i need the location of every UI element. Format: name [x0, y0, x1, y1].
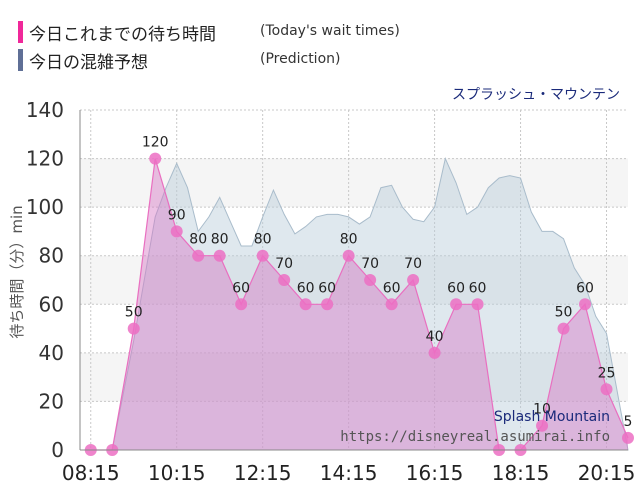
- attraction-name-jp: スプラッシュ・マウンテン: [452, 87, 620, 103]
- data-label: 60: [576, 280, 594, 296]
- today-point: [149, 152, 162, 165]
- y-tick-label: 60: [39, 292, 64, 316]
- data-label: 25: [598, 365, 616, 381]
- today-point: [428, 346, 441, 359]
- data-label: 50: [125, 305, 143, 321]
- x-tick-label: 08:15: [62, 461, 120, 485]
- x-tick-label: 20:15: [578, 461, 636, 485]
- y-tick-label: 80: [39, 244, 64, 268]
- data-label: 60: [318, 280, 336, 296]
- today-point: [321, 298, 334, 311]
- data-label: 80: [189, 232, 207, 248]
- today-point: [579, 298, 592, 311]
- y-tick-label: 140: [26, 98, 64, 122]
- today-point: [407, 274, 420, 286]
- data-label: 10: [533, 402, 551, 418]
- y-tick-label: 120: [26, 147, 64, 171]
- y-axis-label: 待ち時間（分）min: [8, 205, 26, 338]
- legend-prediction-label: 今日の混雑予想: [29, 52, 148, 73]
- data-label: 70: [361, 256, 379, 272]
- plot-band: [80, 110, 628, 159]
- today-area: [90, 158, 628, 450]
- plot-area: [80, 110, 628, 450]
- today-point: [213, 249, 226, 262]
- today-point: [170, 225, 183, 238]
- today-point: [364, 274, 377, 286]
- legend-prediction-sub: (Prediction): [260, 51, 341, 67]
- data-label: 60: [297, 280, 315, 296]
- legend-today-label: 今日これまでの待ち時間: [29, 24, 216, 45]
- data-label: 60: [383, 280, 401, 296]
- legend-today-swatch: [18, 21, 23, 43]
- today-point: [471, 298, 484, 311]
- data-label: 70: [404, 256, 422, 272]
- today-point: [235, 298, 248, 311]
- data-label: 40: [426, 329, 444, 345]
- data-label: 5: [624, 414, 633, 430]
- today-point: [299, 298, 312, 311]
- x-tick-label: 14:15: [320, 461, 378, 485]
- plot-band: [80, 304, 628, 353]
- today-point: [278, 274, 291, 286]
- data-label: 50: [555, 305, 573, 321]
- x-tick-label: 18:15: [492, 461, 550, 485]
- data-label: 60: [447, 280, 465, 296]
- data-label: 70: [275, 256, 293, 272]
- site-url: https://disneyreal.asumirai.info: [340, 429, 610, 445]
- today-point: [256, 249, 269, 262]
- data-label: 80: [254, 232, 272, 248]
- data-label: 80: [340, 232, 358, 248]
- today-point: [557, 322, 570, 335]
- attraction-name-en: Splash Mountain: [494, 409, 610, 425]
- x-tick-label: 16:15: [406, 461, 464, 485]
- legend-today-sub: (Today's wait times): [260, 23, 400, 39]
- prediction-area: [90, 157, 629, 451]
- today-point: [127, 322, 140, 335]
- today-point: [622, 431, 634, 444]
- y-tick-label: 40: [39, 341, 64, 365]
- prediction-series: [90, 157, 629, 451]
- today-series: [84, 152, 634, 456]
- today-point: [600, 383, 613, 396]
- today-point: [450, 298, 463, 311]
- legend-today: 今日これまでの待ち時間: [18, 21, 216, 45]
- today-point: [536, 419, 549, 432]
- data-label: 60: [232, 280, 250, 296]
- x-tick-label: 12:15: [234, 461, 292, 485]
- y-tick-label: 0: [51, 438, 64, 462]
- legend-prediction: 今日の混雑予想: [18, 49, 148, 73]
- axes: 0 20 40 60 80 100 120 140 08:15 10:15 12:15 14:15 16…: [26, 98, 636, 485]
- data-label: 80: [211, 232, 229, 248]
- y-tick-label: 20: [39, 389, 64, 413]
- data-label: 90: [168, 207, 186, 223]
- y-tick-label: 100: [26, 195, 64, 219]
- today-point: [342, 249, 355, 262]
- today-point: [385, 298, 398, 311]
- plot-background: [80, 110, 628, 450]
- today-point: [192, 249, 205, 262]
- data-label: 60: [469, 280, 487, 296]
- x-tick-label: 10:15: [148, 461, 206, 485]
- legend-prediction-swatch: [18, 49, 23, 71]
- data-label: 120: [142, 135, 169, 151]
